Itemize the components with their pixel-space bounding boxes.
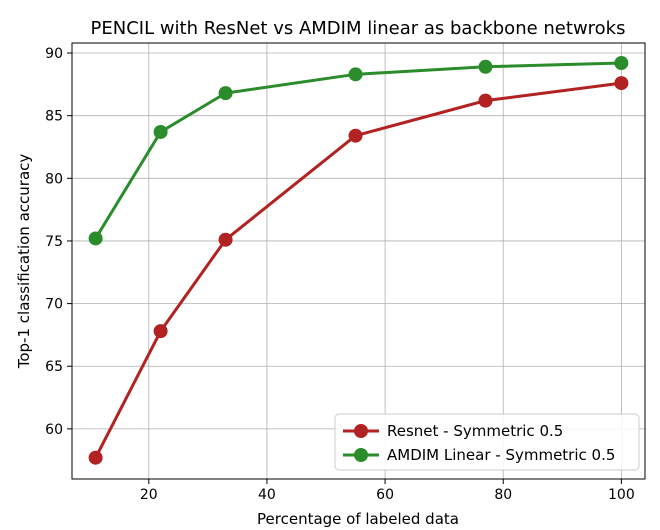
series-line	[94, 81, 622, 459]
legend-label: Resnet - Symmetric 0.5	[387, 422, 563, 440]
series-layer	[88, 56, 629, 465]
data-point	[348, 67, 363, 82]
data-point	[348, 128, 363, 143]
x-tick-label: 100	[608, 487, 635, 503]
data-point	[478, 59, 493, 74]
plot-frame	[71, 42, 646, 480]
data-point	[218, 232, 233, 247]
legend-box	[334, 413, 640, 471]
legend-marker	[354, 448, 368, 462]
data-point	[153, 324, 168, 339]
series-1	[88, 76, 629, 465]
y-axis-label: Top-1 classification accuracy	[15, 154, 33, 370]
y-tick-label: 60	[45, 422, 63, 438]
data-point	[218, 86, 233, 101]
data-point	[614, 76, 629, 91]
data-point	[88, 450, 103, 465]
legend: Resnet - Symmetric 0.5 AMDIM Linear - Sym…	[334, 413, 640, 471]
tick-layer: 20 40 60 80 100 60 65 70 75 80 85 90	[45, 46, 635, 503]
y-tick-label: 85	[45, 109, 63, 125]
data-point	[478, 93, 493, 108]
series-2	[88, 56, 629, 246]
data-point	[88, 231, 103, 246]
x-tick-label: 60	[376, 487, 394, 503]
legend-label: AMDIM Linear - Symmetric 0.5	[387, 446, 615, 464]
grid	[72, 43, 645, 479]
x-axis-label: Percentage of labeled data	[257, 510, 459, 528]
data-point	[614, 56, 629, 71]
x-tick-label: 20	[140, 487, 158, 503]
y-tick-label: 65	[45, 359, 63, 375]
y-tick-label: 90	[45, 46, 63, 62]
x-tick-label: 40	[258, 487, 276, 503]
y-tick-label: 70	[45, 297, 63, 313]
legend-marker	[354, 424, 368, 438]
y-tick-label: 80	[45, 171, 63, 187]
series-line	[94, 61, 622, 240]
x-tick-label: 80	[494, 487, 512, 503]
chart-title: PENCIL with ResNet vs AMDIM linear as ba…	[91, 18, 626, 39]
data-point	[153, 124, 168, 139]
y-tick-label: 75	[45, 234, 63, 250]
